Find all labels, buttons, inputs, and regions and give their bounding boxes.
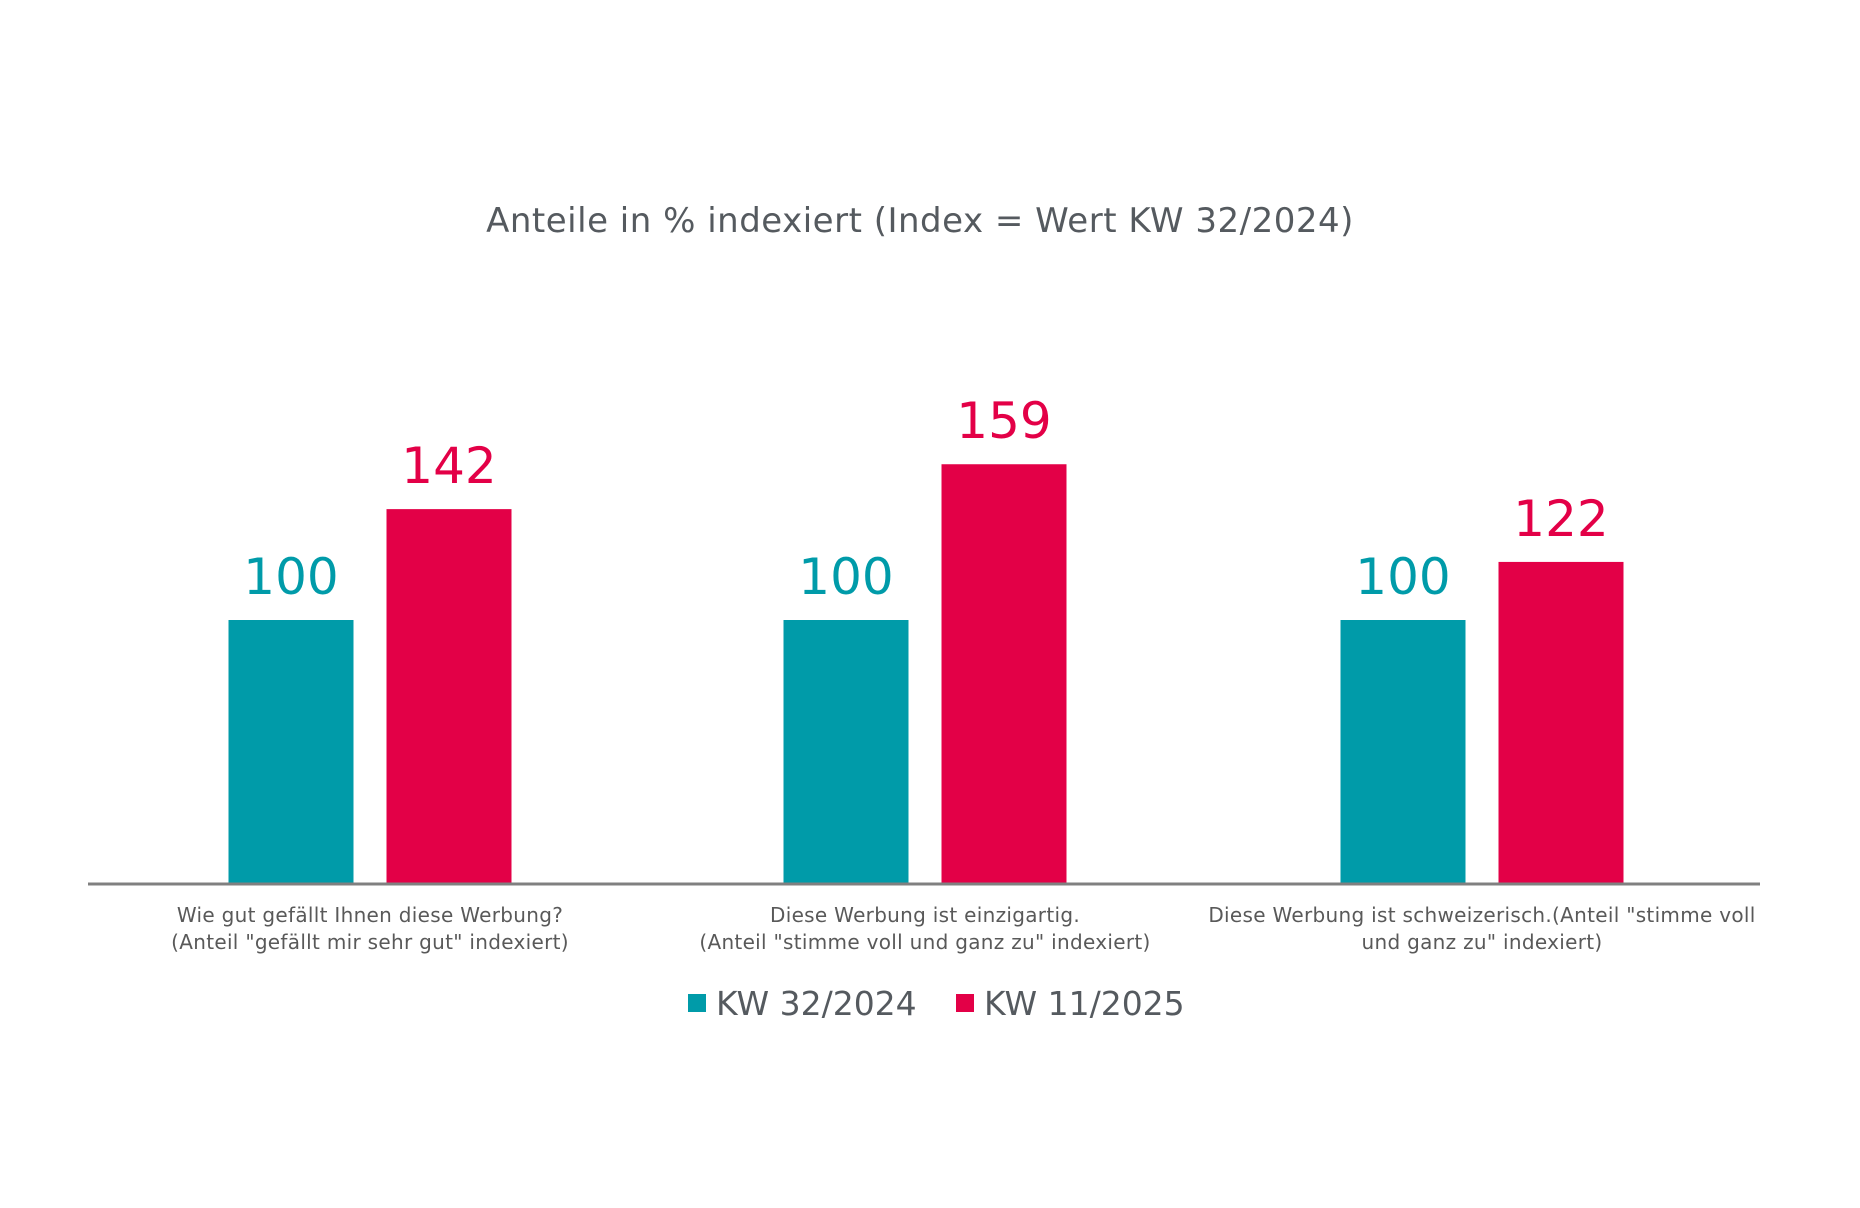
data-label-kw32-2024-cat2: 100 (798, 548, 893, 606)
data-label-kw32-2024-cat3: 100 (1355, 548, 1450, 606)
legend: KW 32/2024 KW 11/2025 (688, 984, 1185, 1023)
bar-kw11-2025-cat2 (941, 464, 1067, 884)
category-label-1: Wie gut gefällt Ihnen diese Werbung? (Ant… (171, 903, 569, 954)
bar-kw11-2025-cat3 (1498, 561, 1624, 884)
bar-kw32-2024-cat3 (1340, 620, 1466, 884)
bar-kw11-2025-cat1 (386, 509, 512, 884)
legend-swatch (956, 994, 974, 1012)
data-label-kw32-2024-cat1: 100 (243, 548, 338, 606)
category-label-2: Diese Werbung ist einzigartig. (Anteil "s… (699, 903, 1150, 954)
legend-label: KW 32/2024 (716, 984, 917, 1023)
bars-layer (228, 464, 1624, 884)
bar-kw32-2024-cat2 (783, 620, 909, 884)
legend-label: KW 11/2025 (984, 984, 1185, 1023)
category-labels-layer: Wie gut gefällt Ihnen diese Werbung? (Ant… (171, 903, 1755, 954)
legend-item-kw11-2025: KW 11/2025 (956, 984, 1185, 1023)
chart-title: Anteile in % indexiert (Index = Wert KW … (486, 201, 1354, 241)
bar-kw32-2024-cat1 (228, 620, 354, 884)
data-label-kw11-2025-cat3: 122 (1513, 490, 1608, 548)
data-label-kw11-2025-cat2: 159 (956, 392, 1051, 450)
value-labels-layer: 100 142 100 159 100 122 (243, 392, 1608, 606)
legend-swatch (688, 994, 706, 1012)
data-label-kw11-2025-cat1: 142 (401, 437, 496, 495)
legend-item-kw32-2024: KW 32/2024 (688, 984, 917, 1023)
category-label-3: Diese Werbung ist schweizerisch.(Anteil … (1208, 903, 1755, 954)
